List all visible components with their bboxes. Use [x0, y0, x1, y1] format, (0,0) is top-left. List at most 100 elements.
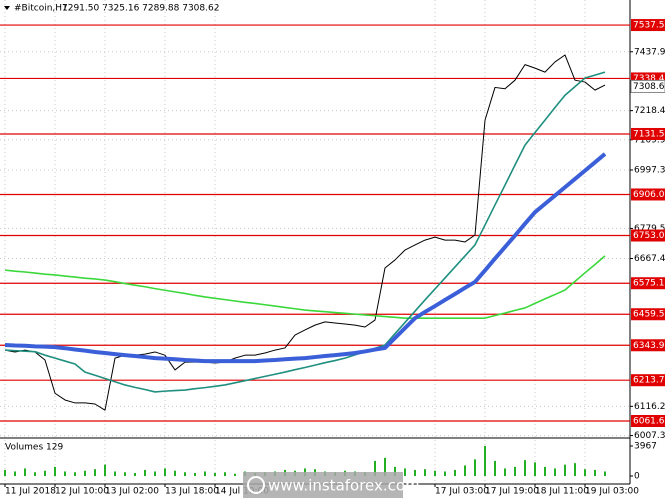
chart-title: #Bitcoin,H1 — [14, 4, 68, 14]
moving-average — [4, 152, 607, 364]
volume-bar — [64, 471, 66, 476]
volume-bar — [584, 469, 586, 476]
volume-bar — [394, 466, 396, 476]
level-label: 7537.53 — [633, 21, 665, 31]
level-label: 6343.97 — [633, 341, 665, 351]
volume-bar — [184, 472, 186, 476]
y-tick-label: 7109.96 — [634, 135, 665, 145]
level-label-box — [631, 229, 665, 242]
y-tick-label: 6116.20 — [634, 402, 665, 412]
level-label-box — [631, 339, 665, 352]
level-label-box — [631, 374, 665, 387]
level-label: 7131.54 — [633, 129, 665, 139]
volume-bar — [444, 471, 446, 476]
volume-bar — [194, 472, 196, 476]
volume-bar — [214, 472, 216, 476]
volume-bar — [514, 466, 516, 476]
y-tick-label: 6997.30 — [634, 165, 665, 175]
volume-bar — [494, 460, 496, 476]
volume-bar — [44, 470, 46, 476]
volume-bar — [564, 464, 566, 476]
level-label: 7338.46 — [633, 74, 665, 84]
level-label: 6061.62 — [633, 417, 665, 427]
volume-bar — [424, 469, 426, 476]
x-tick-label: 11 Jul 2018 — [5, 487, 56, 497]
level-label: 6906.00 — [633, 190, 665, 200]
volume-bar — [234, 473, 236, 476]
x-tick-label: 19 Jul 03:00 — [585, 487, 639, 497]
moving-average — [4, 71, 606, 393]
volume-bar — [524, 460, 526, 476]
volume-bar — [54, 466, 56, 476]
volume-title: Volumes 129 — [5, 443, 63, 453]
volume-bar — [464, 465, 466, 476]
x-tick-label: 17 Jul 19:00 — [485, 487, 539, 497]
volume-bar — [414, 469, 416, 476]
watermark-text: www.instaforex.com — [268, 477, 420, 495]
volume-bar — [554, 468, 556, 476]
level-label-box — [631, 127, 665, 140]
volume-bar — [204, 471, 206, 476]
volume-bar — [384, 457, 386, 476]
volume-bar — [474, 459, 476, 476]
volume-bar — [114, 471, 116, 476]
x-tick-label: 17 Jul 03:00 — [435, 487, 489, 497]
volume-bar — [4, 469, 6, 476]
watermark-box — [243, 472, 403, 498]
volume-bar — [484, 446, 486, 476]
level-label: 6459.57 — [633, 310, 665, 320]
volume-bar — [374, 460, 376, 476]
watermark-logo — [247, 476, 265, 494]
volume-bar — [84, 470, 86, 476]
volume-bar — [124, 472, 126, 476]
volume-bar — [574, 463, 576, 476]
ohlc-header: 7291.50 7325.16 7289.88 7308.62 — [62, 4, 219, 14]
level-label-box — [631, 277, 665, 290]
volume-bar — [134, 472, 136, 476]
volume-bar — [94, 469, 96, 476]
x-tick-label: 14 Jul 10:00 — [215, 487, 269, 497]
volume-bar — [34, 472, 36, 476]
y-tick-label: 6667.40 — [634, 254, 665, 264]
volume-bar — [544, 466, 546, 476]
y-tick-label: 7437.95 — [634, 47, 665, 57]
volume-bar — [504, 468, 506, 476]
y-tick-label: 6007.30 — [634, 431, 665, 441]
y-tick-label: 0 — [634, 472, 640, 482]
volume-bar — [454, 469, 456, 476]
x-tick-label: 13 Jul 18:00 — [165, 487, 219, 497]
x-tick-label: 12 Jul 10:00 — [55, 487, 109, 497]
x-tick-label: 18 Jul 11:00 — [535, 487, 589, 497]
volume-bar — [534, 462, 536, 476]
level-label: 6753.02 — [633, 231, 665, 241]
level-label-box — [631, 308, 665, 321]
volume-bar — [174, 470, 176, 476]
y-tick-label: 6779.50 — [634, 224, 665, 234]
volume-bar — [14, 471, 16, 476]
collapse-icon — [4, 6, 10, 10]
volume-bar — [594, 469, 596, 476]
volume-bar — [104, 464, 106, 476]
volume-bar — [224, 472, 226, 476]
volume-bar — [434, 470, 436, 476]
volume-bar — [144, 469, 146, 476]
last-price-label: 7308.62 — [633, 82, 665, 92]
volume-bar — [154, 471, 156, 476]
y-tick-label: 7218.46 — [634, 106, 665, 116]
price-line — [4, 54, 606, 411]
level-label-box — [631, 19, 665, 32]
level-label: 6213.71 — [633, 376, 665, 386]
watermark: www.instaforex.com — [243, 472, 420, 498]
level-label-box — [631, 188, 665, 201]
y-tick-label: 3967 — [634, 442, 657, 452]
x-tick-label: 13 Jul 02:00 — [105, 487, 159, 497]
last-price-box — [630, 79, 665, 93]
level-label-box — [631, 415, 665, 428]
level-label: 6575.17 — [633, 279, 665, 289]
moving-average — [4, 255, 606, 319]
volume-bar — [24, 468, 26, 476]
volume-bar — [404, 468, 406, 476]
volume-bar — [74, 472, 76, 476]
